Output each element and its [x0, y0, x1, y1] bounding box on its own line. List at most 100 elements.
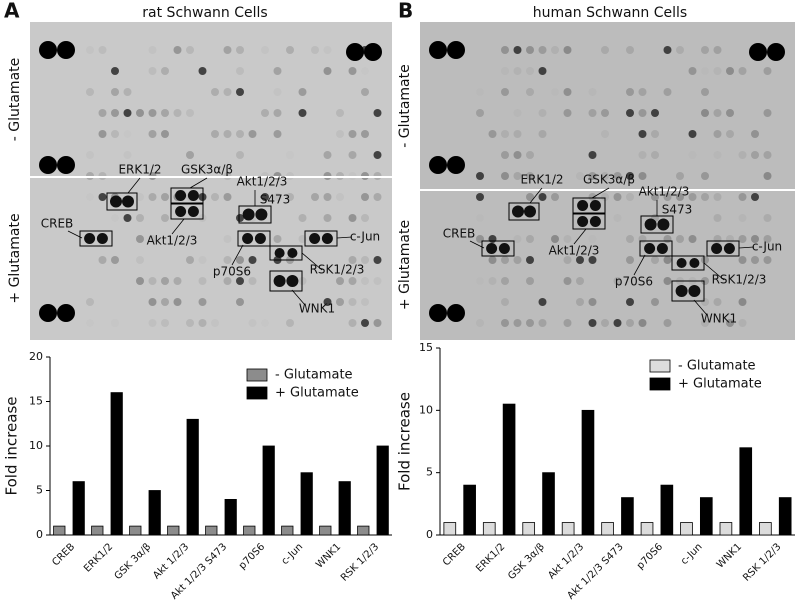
bar — [205, 525, 218, 536]
blot-spot — [348, 298, 357, 306]
spot-box — [671, 280, 705, 302]
blot-spot — [261, 46, 269, 54]
blot-spot — [98, 46, 107, 54]
boxed-spot — [644, 218, 657, 231]
blot-spot — [476, 109, 484, 117]
blot-spot — [248, 256, 257, 264]
blot-spot — [236, 88, 244, 96]
x-tick-label: CREB — [441, 541, 468, 568]
blot-spot — [589, 88, 597, 96]
blot-spot — [601, 130, 609, 138]
blot-spot — [526, 46, 534, 54]
bar — [53, 525, 66, 536]
reference-spot — [429, 41, 447, 59]
bar — [621, 497, 634, 536]
blot-spot — [476, 88, 484, 96]
boxed-spot — [274, 248, 285, 258]
spot-box — [481, 240, 515, 257]
x-tick-label: p70S6 — [237, 541, 267, 571]
blot-spot — [248, 130, 257, 138]
blot-spot — [663, 235, 672, 243]
blot-spot — [148, 277, 157, 285]
blot-spot — [738, 256, 747, 264]
blot-spot — [298, 109, 307, 117]
blot-spot — [626, 256, 634, 264]
blot-spot — [613, 319, 622, 327]
blot-spot — [513, 151, 522, 159]
blot-spot — [713, 67, 722, 75]
blot-spot — [651, 151, 659, 159]
blot-spot — [638, 151, 647, 159]
bar — [542, 472, 555, 536]
blot-spot — [626, 319, 634, 327]
blot-spot — [488, 235, 497, 243]
spot-box — [304, 230, 338, 247]
blot-spot — [726, 67, 734, 75]
bar — [186, 418, 199, 536]
blot-spot — [726, 319, 734, 327]
blot-spot — [361, 67, 369, 75]
blot-spot — [223, 235, 232, 243]
blot-spot — [588, 151, 597, 159]
blot-spot — [763, 235, 772, 243]
blot-spot — [111, 109, 119, 117]
spot-box — [106, 192, 138, 211]
spot-label: ERK1/2 — [118, 163, 161, 177]
blot-spot — [223, 277, 232, 285]
blot-spot — [148, 319, 157, 327]
boxed-spot — [254, 233, 266, 244]
reference-spot — [364, 43, 382, 61]
blot-spot — [273, 67, 282, 75]
blot-spot — [161, 193, 169, 201]
condition-label: + Glutamate — [397, 220, 413, 310]
blot-spot — [488, 130, 497, 138]
blot-spot — [701, 172, 709, 180]
leader-line — [738, 246, 755, 249]
bar — [224, 498, 237, 536]
blot-spot — [348, 256, 357, 264]
blot-spot — [273, 109, 282, 117]
blot-spot — [713, 214, 722, 222]
blot-spot — [336, 193, 344, 201]
blot-spot — [526, 193, 534, 201]
blot-spot — [286, 151, 294, 159]
blot-spot — [173, 298, 182, 306]
blot-spot — [638, 172, 647, 180]
leader-line — [633, 254, 646, 276]
blot-spot — [111, 88, 119, 96]
y-tick-label: 20 — [29, 350, 43, 363]
blot-spot — [763, 256, 772, 264]
boxed-spot — [122, 195, 134, 208]
blot-spot — [701, 67, 709, 75]
blot-spot — [186, 109, 194, 117]
blot-spot — [638, 109, 647, 117]
y-tick-label: 10 — [419, 403, 433, 416]
spot-label: GSK3α/β — [583, 173, 635, 187]
blot-spot — [676, 193, 684, 201]
blot-spot — [563, 256, 572, 264]
blot-spot — [361, 130, 369, 138]
blot-spot — [688, 67, 697, 75]
blot-spot — [513, 172, 522, 180]
blot-spot — [751, 130, 759, 138]
x-tick-label: c-Jun — [679, 541, 705, 567]
blot-spot — [501, 151, 509, 159]
reference-spot — [749, 43, 767, 61]
x-tick-label: c-Jun — [280, 541, 306, 567]
blot-spot — [563, 235, 572, 243]
y-axis-label: Fold increase — [3, 397, 21, 496]
boxed-spot — [711, 243, 723, 254]
boxed-spot — [187, 190, 199, 201]
blot-spot — [613, 277, 622, 285]
blot-spot — [588, 172, 597, 180]
blot-spot — [111, 67, 119, 75]
boxed-spot — [273, 275, 286, 287]
blot-spot — [563, 277, 572, 285]
blot-spot — [476, 214, 484, 222]
spot-label: Akt1/2/3 — [147, 234, 198, 248]
bar — [357, 525, 370, 536]
y-tick-label: 10 — [29, 439, 43, 452]
spot-box — [269, 270, 303, 292]
